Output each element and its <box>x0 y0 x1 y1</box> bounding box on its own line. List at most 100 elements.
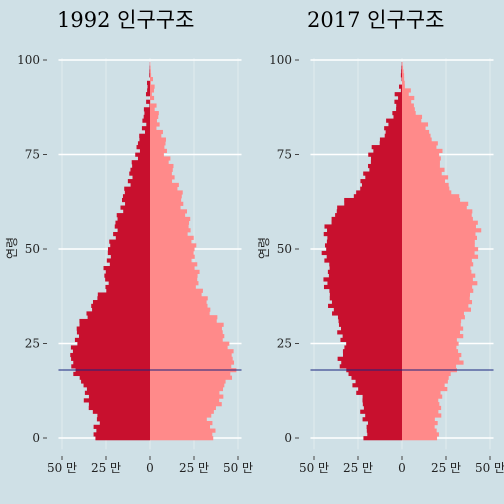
bar-female-age-77 <box>150 145 165 150</box>
bar-female-age-93 <box>150 84 155 89</box>
bar-female-age-72 <box>402 163 440 169</box>
bar-female-age-83 <box>402 122 429 127</box>
bar-female-age-95 <box>150 77 153 82</box>
bar-female-age-60 <box>402 209 473 214</box>
bar-male-age-68 <box>360 179 402 184</box>
bar-female-age-46 <box>402 262 474 267</box>
bar-male-age-37 <box>97 296 150 301</box>
bar-female-age-15 <box>150 379 226 384</box>
bar-female-age-69 <box>150 175 175 180</box>
bar-female-age-32 <box>150 315 218 320</box>
bar-male-age-73 <box>370 160 402 165</box>
bar-female-age-37 <box>150 296 208 301</box>
bar-female-age-59 <box>402 213 472 218</box>
bar-female-age-33 <box>402 311 464 316</box>
bar-male-age-69 <box>132 175 150 180</box>
bar-female-age-13 <box>150 386 224 392</box>
bar-female-age-35 <box>402 303 469 308</box>
bar-female-age-38 <box>402 292 471 297</box>
bar-male-age-12 <box>84 390 150 395</box>
bar-female-age-42 <box>150 277 198 282</box>
bar-female-age-45 <box>150 266 195 271</box>
bar-male-age-13 <box>86 386 150 392</box>
bar-male-age-49 <box>321 250 402 256</box>
bar-male-age-55 <box>327 228 402 233</box>
bar-male-age-86 <box>144 111 150 116</box>
bar-female-age-95 <box>402 77 405 82</box>
bar-female-age-11 <box>402 394 443 399</box>
bar-female-age-62 <box>402 201 469 206</box>
bar-male-age-90 <box>398 95 402 101</box>
x-tick-label: 25 만 <box>91 461 121 475</box>
bar-female-age-39 <box>150 288 203 293</box>
bar-male-age-10 <box>362 398 402 403</box>
bar-female-age-80 <box>402 133 431 138</box>
bar-male-age-93 <box>399 84 402 89</box>
bar-male-age-14 <box>352 383 402 388</box>
bar-male-age-10 <box>83 398 150 403</box>
bar-male-age-91 <box>394 92 402 97</box>
bar-female-age-69 <box>402 175 449 180</box>
bar-male-age-34 <box>92 307 150 312</box>
bar-female-age-34 <box>402 307 472 312</box>
bar-female-age-86 <box>402 111 416 116</box>
bar-male-age-34 <box>333 307 402 312</box>
bar-female-age-90 <box>402 95 415 101</box>
y-tick-label: 75 <box>277 148 292 162</box>
x-tick-label: 50 만 <box>475 461 504 475</box>
bar-male-age-94 <box>146 80 150 85</box>
bar-female-age-37 <box>402 296 470 301</box>
bar-female-age-25 <box>150 341 230 346</box>
bar-male-age-47 <box>324 258 402 263</box>
bar-male-age-41 <box>108 281 150 286</box>
bar-male-age-41 <box>327 281 402 286</box>
bar-male-age-66 <box>124 186 150 191</box>
bar-male-age-1 <box>367 432 402 437</box>
bar-male-age-79 <box>139 137 150 142</box>
bar-female-age-6 <box>402 413 442 418</box>
bar-female-age-53 <box>150 235 194 240</box>
bar-female-age-56 <box>150 224 189 229</box>
bar-male-age-80 <box>384 133 402 138</box>
bar-female-age-62 <box>150 201 184 206</box>
bar-male-age-85 <box>143 114 150 119</box>
bar-female-age-19 <box>402 364 457 369</box>
bar-female-age-43 <box>150 273 198 278</box>
bar-female-age-66 <box>150 186 178 191</box>
bar-female-age-59 <box>150 213 186 218</box>
bar-female-age-94 <box>150 80 151 85</box>
bar-male-age-22 <box>70 352 150 358</box>
bar-female-age-68 <box>402 179 446 184</box>
bar-male-age-28 <box>337 330 402 335</box>
bar-female-age-3 <box>402 424 435 429</box>
bar-female-age-4 <box>402 420 438 426</box>
bar-male-age-68 <box>127 179 150 184</box>
bar-male-age-52 <box>109 239 150 244</box>
bar-female-age-40 <box>150 284 196 290</box>
bar-male-age-82 <box>384 126 402 131</box>
y-tick-label: 50 <box>277 242 292 256</box>
bar-male-age-59 <box>335 213 402 218</box>
bar-female-age-65 <box>150 190 183 195</box>
bar-male-age-71 <box>369 167 402 172</box>
pyramid-panel-2017: 0 25 50 75 100 50 만 25 만 0 25 만 50 만 <box>269 53 504 475</box>
bar-male-age-81 <box>144 129 150 135</box>
bar-female-age-7 <box>402 409 439 414</box>
bar-female-age-93 <box>402 84 405 89</box>
bar-female-age-44 <box>402 269 472 274</box>
bar-female-age-24 <box>402 345 457 350</box>
bar-female-age-89 <box>402 99 412 104</box>
bar-female-age-17 <box>402 371 451 377</box>
bar-male-age-97 <box>401 69 402 74</box>
bar-male-age-84 <box>386 118 402 123</box>
bar-female-age-61 <box>150 205 181 210</box>
bar-female-age-61 <box>402 205 467 210</box>
bar-female-age-98 <box>150 65 151 70</box>
bar-female-age-35 <box>150 303 208 308</box>
bar-female-age-92 <box>402 88 411 93</box>
bar-male-age-50 <box>326 247 402 252</box>
bar-female-age-40 <box>402 284 473 290</box>
bar-female-age-44 <box>150 269 200 274</box>
y-tick-label: 0 <box>32 431 40 445</box>
bar-male-age-62 <box>125 201 150 206</box>
